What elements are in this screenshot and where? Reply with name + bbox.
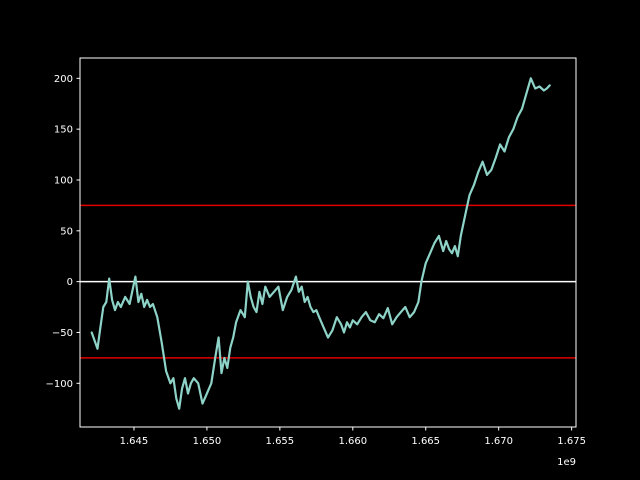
y-tick-label: 100	[54, 175, 73, 186]
plot-frame	[79, 57, 577, 428]
y-tick-label: 50	[60, 226, 73, 237]
y-tick-label: 150	[54, 125, 73, 136]
x-tick-label: 1.660	[338, 436, 367, 447]
x-tick-label: 1.645	[120, 436, 149, 447]
x-tick-label: 1.655	[266, 436, 295, 447]
x-axis: 1.645 1.650 1.655 1.660 1.665 1.670 1.675	[120, 427, 586, 447]
x-tick-label: 1.670	[484, 436, 513, 447]
series-layer	[90, 77, 551, 410]
y-tick-label: 200	[54, 74, 73, 85]
y-axis: −100 −50 0 50 100 150 200	[46, 74, 80, 390]
x-tick-label: 1.650	[193, 436, 222, 447]
x-tick-label: 1.675	[557, 436, 586, 447]
x-tick-label: 1.665	[411, 436, 440, 447]
y-tick-label: 0	[67, 277, 73, 288]
y-tick-label: −50	[52, 328, 73, 339]
lines-layer	[80, 204, 576, 359]
x-axis-offset-label: 1e9	[557, 457, 576, 468]
y-tick-label: −100	[46, 379, 73, 390]
series-line-0	[90, 77, 551, 410]
